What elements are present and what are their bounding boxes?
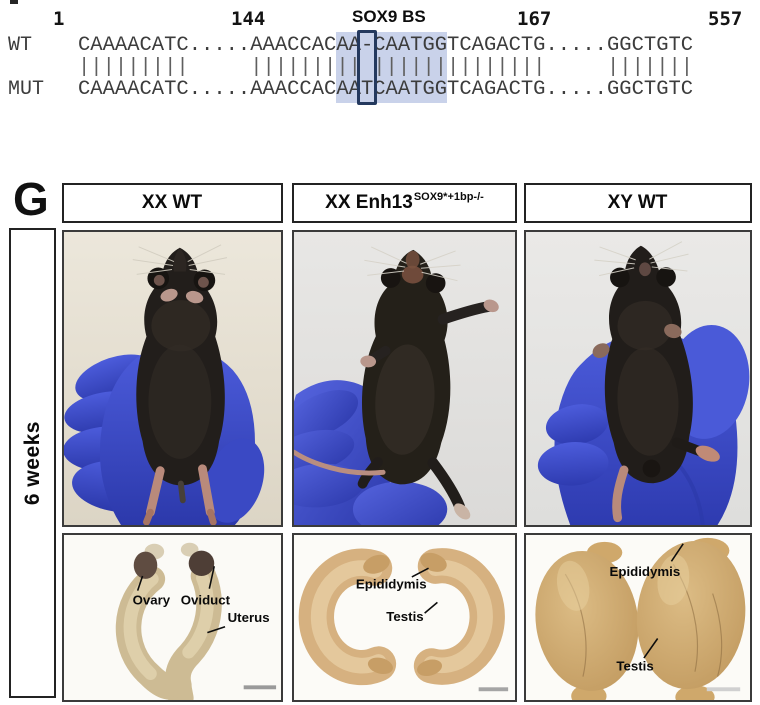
sox9-bs-label: SOX9 BS xyxy=(352,7,426,26)
uterus-tissue xyxy=(115,542,222,700)
mouse-forepaw xyxy=(160,288,178,302)
uterus-leader-line xyxy=(207,626,226,634)
match-line: ||||||||| ||||||||| |||||||||||||| |||||… xyxy=(78,56,694,79)
mouse-tail xyxy=(294,449,386,476)
wt-row-label: WT xyxy=(8,34,33,57)
genital-bump xyxy=(642,459,661,478)
photo-panel-xx-wt xyxy=(62,230,283,527)
head-brown-patch xyxy=(401,265,424,284)
whiskers xyxy=(132,244,228,275)
testis-leader-line xyxy=(643,638,659,659)
wt-sequence: CAAAACATC.....AAACCACAA-CAATGGTCAGACTG..… xyxy=(78,34,694,57)
oviduct-label: Oviduct xyxy=(181,592,231,607)
scale-bar xyxy=(478,687,509,692)
epididymis-leader-line xyxy=(411,567,429,578)
column-header-superscript: SOX9*+1bp-/- xyxy=(413,191,484,203)
gonad-image-xx-wt: Ovary Oviduct Uterus xyxy=(64,535,281,700)
testis-label: Testis xyxy=(386,609,423,624)
column-header-text: XY WT xyxy=(607,192,668,213)
mouse-forepaw xyxy=(664,323,682,339)
ovary-leader-line xyxy=(136,575,144,591)
mut-row-label: MUT xyxy=(8,78,45,101)
testis-tissue xyxy=(298,548,505,686)
testis-leader-line xyxy=(424,601,438,614)
mouse-hind-legs xyxy=(145,464,215,517)
sox9-binding-site-highlight xyxy=(336,32,447,103)
mouse-xy-wt xyxy=(592,241,720,523)
whiskers xyxy=(594,241,689,277)
mouse-forepaw xyxy=(185,290,204,304)
scale-bar xyxy=(243,685,277,690)
mouse-photo-xx-enh13 xyxy=(294,232,515,525)
scale-bar xyxy=(706,687,741,692)
column-header-xx-enh13: XX Enh13 SOX9*+1bp-/- xyxy=(292,183,517,223)
ovary-label: Ovary xyxy=(133,592,171,607)
gonad-panel-xy-wt: Epididymis Testis xyxy=(524,533,752,702)
mouse-forepaw xyxy=(592,343,610,359)
column-header-xx-wt: XX WT xyxy=(62,183,283,223)
epididymis-leader-line xyxy=(670,543,684,562)
mut-sequence: CAAAACATC.....AAACCACAATCAATGGTCAGACTG..… xyxy=(78,78,694,101)
gonad-image-xx-enh13: Epididymis Testis xyxy=(294,535,515,700)
coord-label-557: 557 xyxy=(708,8,743,30)
epididymis-label: Epididymis xyxy=(610,564,681,579)
gonad-panel-xx-enh13: Epididymis Testis xyxy=(292,533,517,702)
mouse-hind-foot xyxy=(612,465,629,523)
mouse-xx-enh13 xyxy=(294,246,499,520)
mouse-photo-xy-wt xyxy=(526,232,750,525)
photo-panel-xy-wt xyxy=(524,230,752,527)
photo-panel-xx-enh13 xyxy=(292,230,517,527)
whiskers xyxy=(364,246,461,282)
testis-tissue xyxy=(535,537,746,700)
age-row-label-box: 6 weeks xyxy=(9,228,56,698)
mouse-forepaw xyxy=(360,355,377,368)
age-label: 6 weeks xyxy=(20,420,44,506)
oviduct-tissue xyxy=(188,550,215,577)
crop-artifact xyxy=(10,0,18,4)
gonad-panel-xx-wt: Ovary Oviduct Uterus xyxy=(62,533,283,702)
mouse-hind-foot xyxy=(695,445,720,462)
insertion-outline-box xyxy=(357,30,377,105)
gonad-image-xy-wt: Epididymis Testis xyxy=(526,535,750,700)
mouse-tail xyxy=(177,480,186,504)
panel-letter-g: G xyxy=(13,173,49,225)
uterus-label: Uterus xyxy=(228,610,270,625)
ovary-tissue xyxy=(133,551,158,579)
coord-label-144: 144 xyxy=(231,8,266,30)
mouse-hind-leg xyxy=(427,457,465,512)
mouse-forepaw xyxy=(483,299,499,313)
epididymis-label: Epididymis xyxy=(356,577,427,592)
mouse-xx-wt xyxy=(132,244,228,525)
column-header-text: XX WT xyxy=(141,192,203,213)
column-header-xy-wt: XY WT xyxy=(524,183,752,223)
oviduct-leader-line xyxy=(208,566,215,589)
mouse-photo-xx-wt xyxy=(64,232,281,525)
column-header-text: XX Enh13 xyxy=(325,192,413,213)
coord-label-167: 167 xyxy=(517,8,552,30)
testis-label: Testis xyxy=(616,659,653,674)
coord-label-1: 1 xyxy=(53,8,65,30)
